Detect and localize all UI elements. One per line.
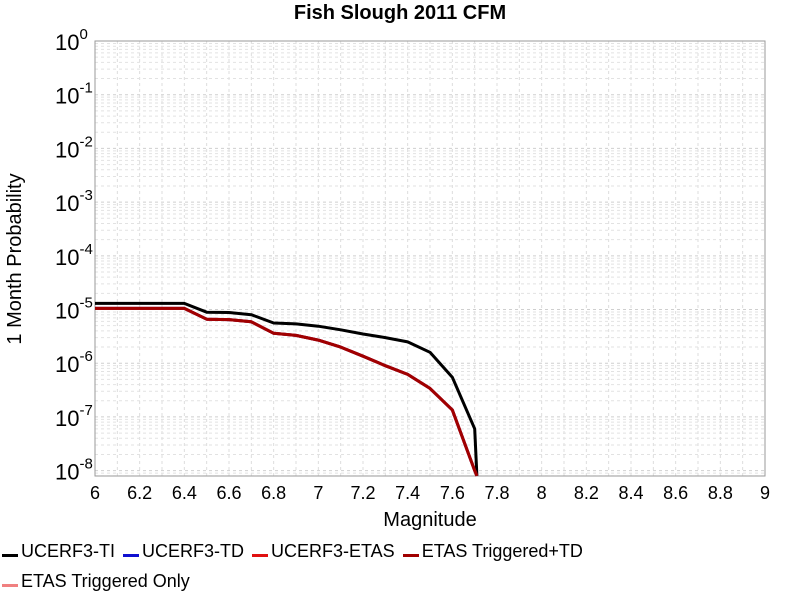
- y-tick-label: 10-2: [55, 133, 93, 162]
- series-line-0: [95, 301, 479, 476]
- y-tick-label: 10-8: [55, 456, 93, 485]
- legend-item-etas-triggered-only: ETAS Triggered Only: [2, 571, 190, 592]
- x-tick-label: 7.2: [350, 483, 375, 503]
- chart: Fish Slough 2011 CFM 100 10-1 10-2 10-3 10-4…: [4, 2, 770, 531]
- x-tick-label: 8: [537, 483, 547, 503]
- y-tick-label: 10-6: [55, 348, 93, 377]
- y-tick-label: 10-5: [55, 295, 93, 324]
- legend-row: ETAS Triggered Only: [2, 566, 798, 596]
- x-tick-label: 7.8: [484, 483, 509, 503]
- x-tick-label: 8.8: [708, 483, 733, 503]
- legend-swatch-etas-triggered-only: [2, 583, 18, 587]
- y-tick-label: 10-4: [55, 241, 93, 270]
- chart-title: Fish Slough 2011 CFM: [294, 2, 506, 24]
- legend-label-ucerf3-td: UCERF3-TD: [142, 540, 244, 561]
- legend-label-etas-triggered-td: ETAS Triggered+TD: [421, 540, 583, 561]
- x-tick-label: 8.2: [574, 483, 599, 503]
- x-tick-label: 6.8: [261, 483, 286, 503]
- y-axis-label: 1 Month Probability: [4, 173, 26, 344]
- grid: [94, 40, 766, 477]
- legend-item-etas-triggered-td: ETAS Triggered+TD: [402, 540, 583, 562]
- series-lines: [95, 301, 479, 477]
- legend-item-ucerf3-td: UCERF3-TD: [123, 541, 244, 562]
- legend: UCERF3-TI UCERF3-TD UCERF3-ETAS ETAS Tri…: [2, 536, 798, 596]
- x-tick-label: 6.6: [216, 483, 241, 503]
- x-tick-label: 6: [90, 483, 100, 503]
- legend-swatch-ucerf3-ti: [2, 553, 18, 557]
- x-tick-label: 8.4: [618, 483, 643, 503]
- legend-label-ucerf3-etas: UCERF3-ETAS: [271, 540, 395, 561]
- legend-label-etas-triggered-only: ETAS Triggered Only: [21, 570, 190, 591]
- legend-swatch-etas-triggered-td: [402, 553, 419, 557]
- legend-swatch-ucerf3-td: [123, 553, 139, 557]
- y-tick-label: 10-3: [55, 187, 93, 216]
- legend-item-ucerf3-etas: UCERF3-ETAS: [252, 541, 395, 562]
- y-tick-label: 10-1: [55, 80, 93, 109]
- legend-row: UCERF3-TI UCERF3-TD UCERF3-ETAS ETAS Tri…: [2, 536, 798, 566]
- y-tick-label: 10-7: [55, 402, 93, 431]
- x-tick-label: 9: [760, 483, 770, 503]
- x-tick-label: 6.4: [172, 483, 197, 503]
- plot-frame: [94, 40, 766, 477]
- x-tick-label: 8.6: [663, 483, 688, 503]
- x-tick-label: 6.2: [127, 483, 152, 503]
- legend-swatch-ucerf3-etas: [252, 553, 268, 557]
- x-tick-label: 7.4: [395, 483, 420, 503]
- legend-item-ucerf3-ti: UCERF3-TI: [2, 541, 115, 562]
- x-axis-ticks: 6 6.2 6.4 6.6 6.8 7 7.2 7.4 7.6 7.8 8 8.2 8.4 8.6 8.8 9: [90, 483, 770, 503]
- legend-label-ucerf3-ti: UCERF3-TI: [21, 540, 115, 561]
- x-tick-label: 7: [313, 483, 323, 503]
- x-tick-label: 7.6: [440, 483, 465, 503]
- y-tick-label: 100: [55, 26, 88, 55]
- y-axis-ticks: 100 10-1 10-2 10-3 10-4 10-5 10-6 10-7 10-8: [55, 26, 93, 485]
- series-line-3: [95, 306, 479, 477]
- x-axis-label: Magnitude: [383, 509, 476, 531]
